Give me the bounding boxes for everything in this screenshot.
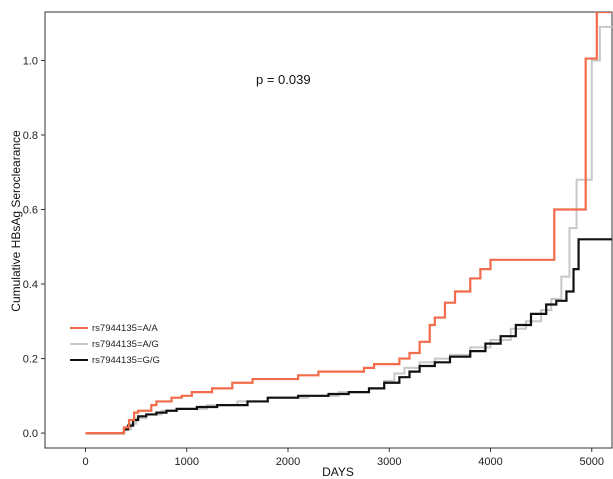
y-tick-label: 1.0: [23, 55, 38, 67]
y-tick-label: 0.6: [23, 205, 38, 217]
plot-frame: [44, 11, 613, 449]
x-tick-label: 5000: [580, 456, 604, 468]
x-tick-label: 3000: [377, 456, 401, 468]
x-tick-label: 1000: [175, 456, 199, 468]
p-value-annotation: p = 0.039: [256, 72, 311, 87]
legend: rs7944135=A/A rs7944135=A/G rs7944135=G/…: [70, 323, 160, 366]
x-tick-label: 2000: [276, 456, 300, 468]
legend-label-ag: rs7944135=A/G: [92, 339, 159, 350]
series-line-ag: [85, 25, 612, 435]
series-line-aa: [85, 12, 612, 435]
y-tick-label: 0.0: [23, 428, 38, 440]
series-line-gg: [85, 238, 612, 435]
legend-label-aa: rs7944135=A/A: [92, 323, 158, 334]
x-tick-label: 4000: [478, 456, 502, 468]
y-tick-label: 0.8: [23, 130, 38, 142]
x-axis-title: DAYS: [322, 465, 354, 479]
x-tick-label: 0: [82, 456, 88, 468]
y-axis-title: Cumulative HBsAg Seroclearance: [9, 130, 23, 312]
y-tick-label: 0.4: [23, 279, 38, 291]
legend-label-gg: rs7944135=G/G: [92, 355, 160, 366]
y-tick-label: 0.2: [23, 354, 38, 366]
